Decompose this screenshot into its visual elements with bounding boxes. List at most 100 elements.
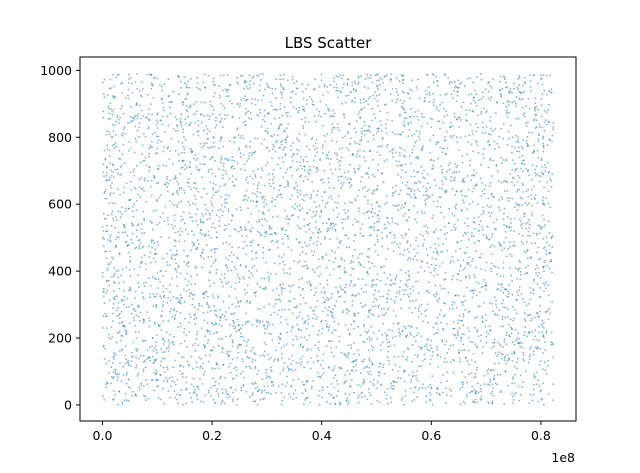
scatter-point	[429, 393, 432, 396]
scatter-point	[297, 315, 300, 318]
scatter-point	[259, 286, 262, 288]
scatter-point	[194, 203, 197, 206]
scatter-point	[224, 376, 227, 379]
scatter-point	[323, 169, 326, 172]
scatter-point	[522, 184, 524, 186]
scatter-point	[238, 305, 241, 308]
scatter-point	[244, 95, 247, 97]
scatter-point	[415, 130, 418, 132]
scatter-point	[316, 108, 319, 110]
scatter-point	[245, 85, 248, 88]
scatter-point	[550, 186, 553, 188]
scatter-point	[209, 147, 212, 149]
scatter-point	[245, 301, 248, 303]
scatter-point	[401, 90, 404, 93]
scatter-point	[239, 372, 242, 375]
scatter-point	[204, 156, 207, 158]
scatter-point	[332, 308, 335, 311]
scatter-point	[328, 366, 330, 369]
scatter-point	[153, 253, 156, 256]
scatter-point	[368, 210, 371, 213]
scatter-point	[146, 383, 149, 386]
scatter-point	[237, 276, 240, 278]
scatter-point	[109, 176, 111, 179]
scatter-point	[208, 118, 211, 121]
scatter-point	[127, 385, 130, 388]
scatter-point	[112, 356, 115, 358]
scatter-point	[330, 168, 332, 171]
scatter-point	[264, 218, 266, 221]
scatter-point	[522, 354, 525, 357]
scatter-point	[420, 260, 423, 263]
scatter-point	[483, 147, 485, 150]
scatter-point	[429, 399, 432, 402]
scatter-point	[127, 362, 130, 364]
scatter-point	[330, 311, 332, 313]
scatter-point	[342, 227, 345, 230]
scatter-point	[342, 289, 344, 291]
scatter-point	[180, 125, 183, 128]
scatter-point	[506, 116, 509, 118]
scatter-point	[224, 206, 227, 208]
scatter-point	[272, 384, 275, 386]
scatter-point	[115, 216, 117, 218]
scatter-point	[135, 246, 138, 249]
scatter-point	[231, 246, 234, 249]
scatter-point	[455, 190, 458, 193]
scatter-point	[334, 228, 337, 231]
scatter-point	[108, 284, 110, 287]
scatter-point	[238, 246, 240, 249]
scatter-point	[262, 257, 264, 259]
scatter-point	[347, 328, 350, 331]
scatter-point	[153, 371, 156, 374]
scatter-point	[527, 131, 530, 134]
scatter-point	[335, 346, 338, 349]
scatter-point	[144, 366, 147, 369]
scatter-point	[133, 118, 136, 120]
scatter-point	[343, 271, 346, 274]
scatter-point	[513, 100, 515, 103]
scatter-point	[105, 133, 108, 136]
scatter-point	[467, 311, 470, 313]
scatter-point	[431, 257, 434, 260]
scatter-point	[405, 232, 407, 235]
scatter-point	[352, 224, 354, 226]
scatter-point	[352, 327, 355, 330]
scatter-point	[151, 133, 154, 136]
scatter-point	[337, 323, 340, 325]
scatter-point	[184, 278, 187, 280]
scatter-point	[274, 198, 276, 201]
scatter-point	[163, 402, 166, 405]
scatter-point	[453, 116, 456, 118]
scatter-point	[245, 341, 248, 343]
scatter-point	[472, 292, 475, 294]
scatter-point	[141, 339, 144, 342]
scatter-point	[353, 342, 355, 344]
scatter-point	[135, 199, 138, 202]
scatter-point	[491, 192, 493, 195]
scatter-point	[150, 74, 153, 77]
scatter-point	[177, 326, 179, 329]
scatter-point	[155, 379, 158, 381]
scatter-point	[549, 178, 552, 181]
scatter-point	[131, 224, 134, 227]
scatter-point	[368, 226, 371, 229]
scatter-point	[112, 171, 115, 173]
scatter-point	[204, 234, 207, 237]
scatter-point	[187, 265, 189, 268]
scatter-point	[512, 398, 515, 401]
scatter-point	[317, 236, 320, 239]
scatter-point	[167, 223, 170, 226]
scatter-point	[194, 350, 197, 352]
scatter-point	[346, 397, 349, 400]
scatter-point	[516, 357, 519, 360]
scatter-point	[150, 239, 153, 242]
scatter-point	[296, 184, 299, 187]
scatter-point	[495, 228, 497, 231]
scatter-point	[456, 219, 459, 221]
scatter-point	[236, 76, 239, 79]
scatter-point	[363, 358, 366, 361]
scatter-point	[336, 383, 339, 385]
scatter-point	[258, 220, 261, 223]
